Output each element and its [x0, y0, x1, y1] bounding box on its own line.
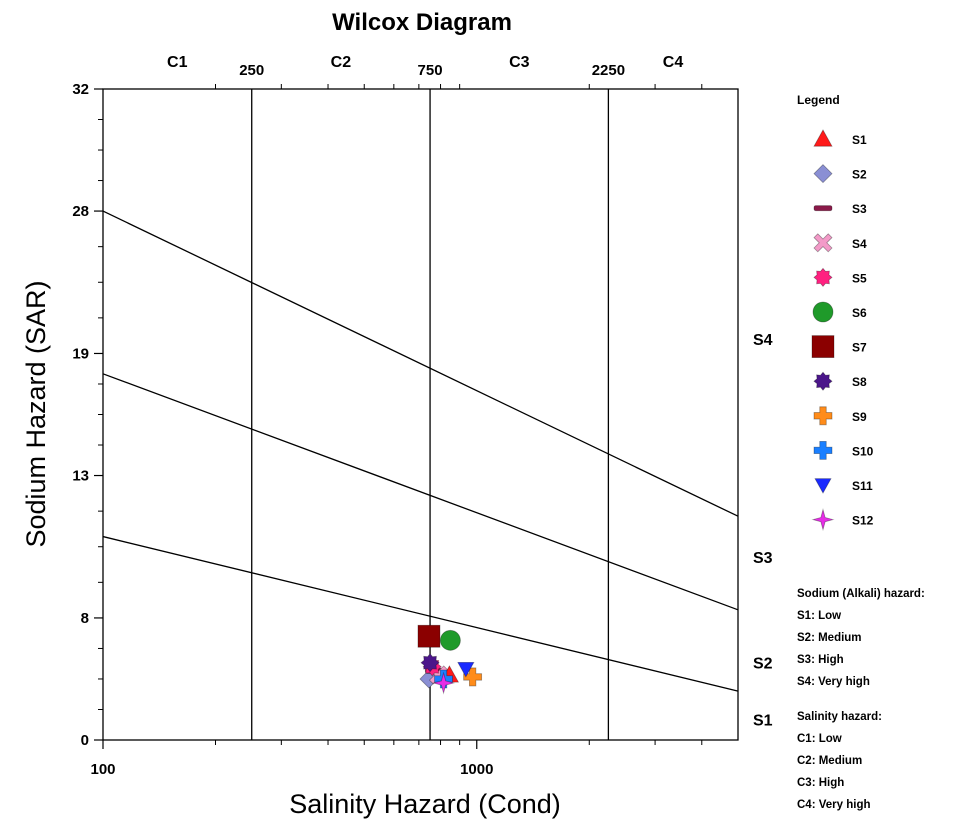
legend-marker-s1	[813, 129, 833, 147]
plot-area: 0 8 13 19 28 32 100 1000 250 750 2250 C1 C2 C3 C4 S1 S2 S…	[72, 54, 772, 778]
y-axis-title: Sodium Hazard (SAR)	[21, 280, 51, 547]
legend-marker-s2	[813, 164, 833, 184]
sodium-class-label: S4	[753, 332, 773, 349]
salinity-boundary-label: 2250	[592, 62, 625, 79]
y-tick-label: 19	[72, 345, 89, 362]
sodium-notes-heading: Sodium (Alkali) hazard:	[797, 588, 925, 600]
legend-marker-s5	[813, 267, 833, 288]
salinity-class-label: C1	[167, 54, 188, 71]
salinity-hazard-notes: Salinity hazard: C1: Low C2: Medium C3: …	[797, 711, 882, 811]
salinity-boundary-label: 750	[418, 62, 443, 79]
x-tick-label: 100	[90, 761, 115, 778]
data-point-s12	[432, 671, 456, 695]
sodium-note-item: S4: Very high	[797, 676, 870, 688]
legend-marker-s12	[811, 508, 835, 532]
sodium-note-item: S1: Low	[797, 610, 841, 622]
legend-label: S2	[852, 168, 867, 182]
salinity-class-label: C3	[509, 54, 530, 71]
legend-marker-s6	[812, 301, 834, 323]
legend-label: S8	[852, 375, 867, 389]
legend: S1 S2 S3 S4 S5 S6 S7 S8 S9 S10 S11 S12	[811, 129, 874, 532]
salinity-note-item: C1: Low	[797, 733, 842, 745]
salinity-notes-heading: Salinity hazard:	[797, 711, 882, 723]
salinity-note-item: C3: High	[797, 777, 844, 789]
salinity-boundary-label: 250	[239, 62, 264, 79]
legend-label: S4	[852, 237, 867, 251]
y-tick-label: 32	[72, 81, 89, 98]
legend-marker-s4	[813, 233, 833, 253]
legend-marker-s7	[811, 335, 835, 359]
y-tick-label: 8	[81, 610, 89, 627]
sodium-class-label: S1	[753, 713, 773, 730]
salinity-note-item: C2: Medium	[797, 755, 862, 767]
data-point-s6	[439, 629, 461, 651]
legend-label: S6	[852, 306, 867, 320]
data-point-s11	[457, 661, 475, 678]
salinity-class-label: C4	[663, 54, 684, 71]
y-tick-label: 0	[81, 732, 89, 749]
y-tick-label: 13	[72, 468, 89, 485]
salinity-class-label: C2	[331, 54, 352, 71]
legend-label: S1	[852, 133, 867, 147]
sodium-class-label: S3	[753, 550, 773, 567]
sodium-class-line	[102, 210, 739, 517]
data-point-s8	[420, 653, 440, 673]
sodium-class-line	[102, 535, 739, 692]
legend-label: S10	[852, 444, 874, 458]
chart-title: Wilcox Diagram	[332, 9, 512, 36]
legend-label: S7	[852, 341, 867, 355]
legend-label: S12	[852, 514, 874, 528]
legend-label: S5	[852, 271, 867, 285]
data-point-s7	[417, 624, 441, 648]
y-tick-label: 28	[72, 203, 89, 220]
x-axis-title: Salinity Hazard (Cond)	[289, 789, 561, 819]
sodium-note-item: S3: High	[797, 654, 844, 666]
legend-label: S11	[852, 479, 873, 493]
legend-marker-s8	[813, 371, 833, 391]
sodium-class-label: S2	[753, 656, 773, 673]
legend-marker-s10	[813, 440, 833, 460]
legend-marker-s11	[814, 478, 832, 494]
sodium-hazard-notes: Sodium (Alkali) hazard: S1: Low S2: Medi…	[797, 588, 925, 688]
x-tick-label: 1000	[460, 761, 493, 778]
data-point-s9	[463, 667, 483, 687]
legend-label: S3	[852, 202, 867, 216]
legend-title: Legend	[797, 93, 840, 107]
sodium-note-item: S2: Medium	[797, 632, 862, 644]
legend-marker-s3	[813, 205, 833, 212]
legend-marker-s9	[813, 406, 833, 426]
sodium-class-line	[102, 373, 739, 611]
salinity-note-item: C4: Very high	[797, 799, 871, 811]
legend-label: S9	[852, 410, 867, 424]
